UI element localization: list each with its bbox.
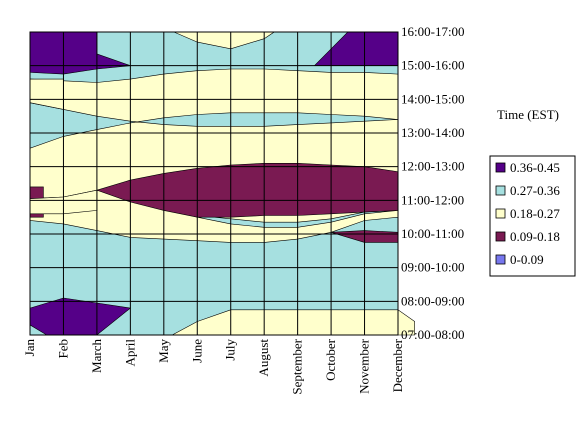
y-tick-label: 14:00-15:00 — [401, 91, 465, 106]
y-tick-labels: 07:00-08:00 08:00-09:00 09:00-10:00 10:00-1… — [401, 24, 465, 342]
plot-border — [29, 31, 399, 336]
x-tick-label: June — [189, 339, 204, 363]
x-tick-label: September — [290, 338, 305, 394]
legend-swatch — [495, 208, 506, 219]
legend-label: 0.27-0.36 — [510, 183, 560, 198]
y-tick-label: 08:00-09:00 — [401, 293, 465, 308]
legend-swatch — [495, 254, 506, 265]
y-tick-label: 07:00-08:00 — [401, 327, 465, 342]
x-tick-labels: Jan Feb March April May June July August Septemb… — [22, 338, 405, 394]
y-tick-label: 12:00-13:00 — [401, 159, 465, 174]
x-tick-label: August — [256, 339, 271, 377]
y-tick-label: 15:00-16:00 — [401, 58, 465, 73]
legend-label: 0.36-0.45 — [510, 160, 560, 175]
legend-swatch — [495, 231, 506, 242]
y-tick-label: 10:00-11:00 — [401, 226, 464, 241]
x-tick-label: November — [357, 338, 372, 394]
y-axis-title: Time (EST) — [497, 107, 559, 122]
legend-swatch — [495, 162, 506, 173]
x-tick-label: October — [323, 338, 338, 381]
y-tick-label: 13:00-14:00 — [401, 125, 465, 140]
legend-label: 0-0.09 — [510, 252, 544, 267]
legend-label: 0.18-0.27 — [510, 206, 560, 221]
x-tick-label: March — [89, 339, 104, 373]
x-tick-label: April — [122, 339, 137, 367]
x-tick-label: December — [390, 338, 405, 392]
x-tick-label: Feb — [55, 339, 70, 359]
y-tick-label: 09:00-10:00 — [401, 260, 465, 275]
y-tick-label: 16:00-17:00 — [401, 24, 465, 39]
x-tick-label: July — [223, 339, 238, 361]
y-tick-label: 11:00-12:00 — [401, 192, 464, 207]
legend-swatch — [495, 185, 506, 196]
legend-label: 0.09-0.18 — [510, 229, 560, 244]
legend: 0.36-0.45 0.27-0.36 0.18-0.27 0.09-0.18 0-0.… — [489, 155, 576, 277]
x-tick-label: Jan — [22, 339, 37, 357]
x-tick-label: May — [156, 339, 171, 363]
contour-bands — [29, 31, 416, 336]
